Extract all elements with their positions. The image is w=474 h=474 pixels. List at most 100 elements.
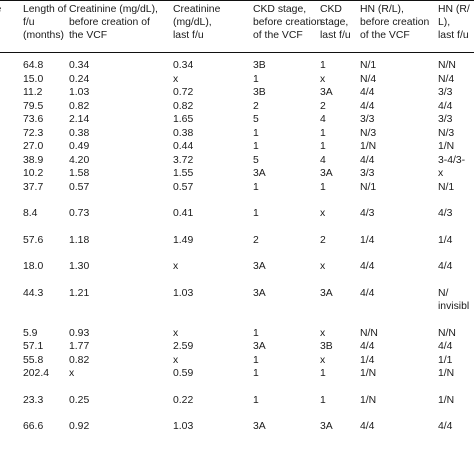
table-cell-r3-c7: 4/4 — [438, 100, 453, 112]
table-cell-r5-c6: N/3 — [360, 127, 377, 139]
table-cell-r2-c3: 0.72 — [173, 87, 194, 98]
table-cell-r12-c2: 1.30 — [69, 261, 90, 272]
table-cell-r2-c2: 1.03 — [69, 87, 90, 98]
table-cell-r13-c5: 3A — [320, 287, 333, 299]
table-cell-r18-c6: 1/N — [360, 368, 377, 379]
table-cell-r1-c7: N/4 — [438, 73, 455, 85]
table-cell-r9-c1: 37.7 — [23, 181, 44, 193]
table-cell-r4-c1: 73.6 — [23, 114, 44, 125]
table-cell-r1-c2: 0.24 — [69, 73, 90, 85]
table-cell-r3-c1: 79.5 — [23, 100, 44, 112]
table-cell-r6-c1: 27.0 — [23, 141, 44, 152]
table-cell-r16-c2: 1.77 — [69, 341, 90, 352]
table-cell-r4-c7: 3/3 — [438, 114, 453, 125]
header-cell-c4-l1: before creation — [253, 17, 323, 29]
table-cell-r4-c5: 4 — [320, 114, 326, 125]
table-cell-r20-c3: 1.03 — [173, 421, 194, 432]
table-cell-r16-c7: 4/4 — [438, 341, 453, 352]
table-cell-r15-c1: 5.9 — [23, 327, 38, 339]
table-cell-r4-c4: 5 — [253, 114, 259, 125]
table-cell-r1-c4: 1 — [253, 73, 259, 85]
header-cell-c5-l2: last f/u — [320, 30, 351, 42]
table-cell-r12-c5: x — [320, 261, 326, 272]
table-cell-r5-c2: 0.38 — [69, 127, 90, 139]
table-cell-r7-c2: 4.20 — [69, 154, 90, 166]
table-cell-r0-c4: 3B — [253, 60, 266, 71]
table-cell-r6-c2: 0.49 — [69, 141, 90, 152]
table-cell-r7-c4: 5 — [253, 154, 259, 166]
header-cell-c1-l1: f/u — [23, 17, 35, 29]
header-cell-c3-l0: Creatinine — [173, 4, 221, 15]
table-cell-r10-c6: 4/3 — [360, 208, 375, 219]
table-cell-r9-c2: 0.57 — [69, 181, 90, 193]
table-cell-r0-c7: N/N — [438, 60, 456, 71]
table-cell-r2-c5: 3A — [320, 87, 333, 98]
table-cell-r10-c3: 0.41 — [173, 208, 194, 219]
table-cell-r19-c7: 1/N — [438, 394, 455, 406]
table-cell-r0-c2: 0.34 — [69, 60, 90, 71]
table-cell-r11-c5: 2 — [320, 234, 326, 246]
table-cell-r10-c4: 1 — [253, 208, 259, 219]
table-cell-r10-c1: 8.4 — [23, 208, 38, 219]
table-cell-r11-c2: 1.18 — [69, 234, 90, 246]
table-cell-r16-c3: 2.59 — [173, 341, 194, 352]
table-cell-r18-c5: 1 — [320, 368, 326, 379]
header-cell-c3-l2: last f/u — [173, 30, 204, 42]
table-cell-r13-c7: N/ — [438, 287, 449, 299]
table-cell-r11-c7: 1/4 — [438, 234, 453, 246]
table-cell-r15-c5: x — [320, 327, 326, 339]
table-cell-r8-c1: 10.2 — [23, 168, 44, 179]
table-cell-r15-c4: 1 — [253, 327, 259, 339]
header-cell-c7-l2: last f/u — [438, 30, 469, 42]
table-cell-r6-c4: 1 — [253, 141, 259, 152]
table-cell-r9-c7: N/1 — [438, 181, 455, 193]
table-cell-r11-c4: 2 — [253, 234, 259, 246]
table-cell-r8-c2: 1.58 — [69, 168, 90, 179]
table-cell-r17-c1: 55.8 — [23, 354, 44, 366]
header-cell-c1-l0: Length of — [23, 4, 67, 15]
table-cell-r19-c2: 0.25 — [69, 394, 90, 406]
table-cell-r15-c7: N/N — [438, 327, 456, 339]
table-cell-r10-c2: 0.73 — [69, 208, 90, 219]
header-cell-c2-l0: Creatinine (mg/dL), — [69, 4, 158, 15]
table-cell-r7-c6: 4/4 — [360, 154, 375, 166]
table-cell-r7-c5: 4 — [320, 154, 326, 166]
table-cell-r10-c7: 4/3 — [438, 208, 453, 219]
table-cell-r18-c1: 202.4 — [23, 368, 50, 379]
table-cell-r18-c2: x — [69, 368, 75, 379]
table-cell-r7-c1: 38.9 — [23, 154, 44, 166]
table-cell-r17-c3: x — [173, 354, 179, 366]
table-cell-r9-c3: 0.57 — [173, 181, 194, 193]
table-cell-r8-c5: 3A — [320, 168, 333, 179]
table-cell-r6-c6: 1/N — [360, 141, 377, 152]
table-cell-r8-c6: 3/3 — [360, 168, 375, 179]
table-cell-r1-c1: 15.0 — [23, 73, 44, 85]
table-cell-r11-c1: 57.6 — [23, 234, 44, 246]
table-cell-r9-c6: N/1 — [360, 181, 377, 193]
table-cell-r3-c3: 0.82 — [173, 100, 194, 112]
table-cell-r10-c5: x — [320, 208, 326, 219]
table-cell-r13-c2: 1.21 — [69, 287, 90, 299]
table-cell-r2-c7: 3/3 — [438, 87, 453, 98]
header-cell-c7-l0: HN (R/ — [438, 4, 470, 15]
header-cell-c7-l1: L), — [438, 17, 451, 29]
table-cell-r0-c3: 0.34 — [173, 60, 194, 71]
table-cell-r17-c2: 0.82 — [69, 354, 90, 366]
table-cell-r3-c4: 2 — [253, 100, 259, 112]
table-cell-r12-c1: 18.0 — [23, 261, 44, 272]
table-cell-r2-c4: 3B — [253, 87, 266, 98]
table-cell-r17-c4: 1 — [253, 354, 259, 366]
table-cell-r13-c4: 3A — [253, 287, 266, 299]
table-cell-r9-c5: 1 — [320, 181, 326, 193]
table-cell-r19-c4: 1 — [253, 394, 259, 406]
table-cell-r5-c4: 1 — [253, 127, 259, 139]
table-cell-r4-c3: 1.65 — [173, 114, 194, 125]
table-cell-r5-c3: 0.38 — [173, 127, 194, 139]
header-cell-c5-l1: stage, — [320, 17, 349, 29]
table-cell-r16-c4: 3A — [253, 341, 266, 352]
table-cell-r11-c6: 1/4 — [360, 234, 375, 246]
table-cell-r20-c6: 4/4 — [360, 421, 375, 432]
table-cell-r8-c7: x — [438, 168, 444, 179]
table-cell-r15-c3: x — [173, 327, 179, 339]
